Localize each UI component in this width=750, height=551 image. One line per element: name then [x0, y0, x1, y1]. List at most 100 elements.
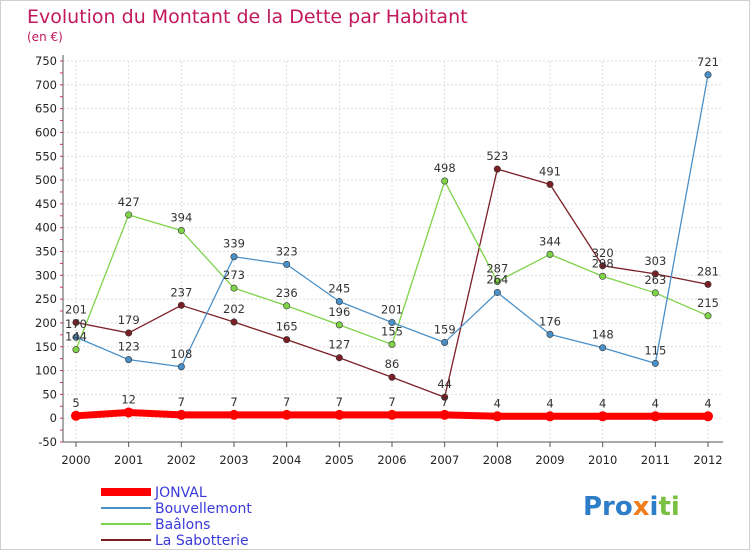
- data-label: 4: [599, 396, 606, 410]
- data-label: 196: [328, 305, 350, 319]
- x-tick-label: 2002: [167, 453, 196, 467]
- x-tick-label: 2007: [430, 453, 459, 467]
- data-point: [335, 354, 343, 362]
- data-point: [651, 289, 659, 297]
- data-label: 264: [486, 272, 508, 286]
- x-tick-label: 2001: [114, 453, 143, 467]
- data-label: 303: [644, 254, 666, 268]
- data-label: 4: [652, 396, 659, 410]
- data-point: [441, 177, 449, 185]
- y-tick-label: 600: [35, 125, 57, 139]
- data-point: [72, 333, 80, 341]
- data-label: 7: [283, 395, 290, 409]
- data-point: [334, 409, 345, 420]
- data-label: 179: [118, 313, 140, 327]
- data-label: 215: [697, 296, 719, 310]
- data-point: [283, 336, 291, 344]
- data-point: [335, 298, 343, 306]
- data-point: [599, 262, 607, 270]
- legend-label: La Sabotterie: [155, 533, 249, 549]
- y-tick-label: 100: [35, 364, 57, 378]
- data-label: 170: [65, 317, 87, 331]
- data-point: [545, 411, 555, 422]
- data-point: [388, 373, 396, 381]
- data-point: [125, 211, 133, 219]
- data-point: [599, 344, 607, 352]
- series-lines: [71, 71, 713, 422]
- data-point: [230, 284, 238, 292]
- data-label: 498: [434, 161, 456, 175]
- data-label: 159: [434, 322, 456, 336]
- data-label: 148: [592, 328, 614, 342]
- data-label: 144: [65, 330, 87, 344]
- data-point: [492, 411, 503, 422]
- data-point: [281, 409, 292, 420]
- data-label: 491: [539, 164, 561, 178]
- data-point: [597, 411, 608, 422]
- data-label: 281: [697, 264, 719, 278]
- data-point: [546, 180, 554, 188]
- data-label: 344: [539, 234, 561, 248]
- y-tick-label: 650: [35, 102, 57, 116]
- data-point: [72, 318, 80, 326]
- data-label: 201: [65, 302, 87, 316]
- data-label: 523: [486, 149, 508, 163]
- data-point: [387, 409, 397, 420]
- data-point: [283, 302, 291, 310]
- data-point: [704, 71, 712, 79]
- y-tick-label: 450: [35, 197, 57, 211]
- data-label: 12: [121, 392, 136, 406]
- x-tick-label: 2010: [588, 453, 617, 467]
- data-label: 237: [170, 285, 192, 299]
- y-tick-label: 0: [50, 411, 57, 425]
- x-tick-label: 2004: [272, 453, 301, 467]
- data-point: [125, 356, 133, 364]
- data-point: [651, 359, 659, 367]
- chart-subtitle: (en €): [27, 30, 63, 44]
- data-point: [546, 330, 554, 338]
- axes: -50 0 50 100 150 200 250 300 350 400 450 500 550 600 6…: [35, 54, 723, 467]
- data-point: [176, 409, 187, 420]
- data-label: 236: [276, 286, 298, 300]
- data-point: [441, 338, 449, 346]
- data-point: [177, 301, 185, 309]
- x-tick-label: 2003: [219, 453, 248, 467]
- data-point: [229, 409, 239, 420]
- y-tick-label: 550: [35, 149, 57, 163]
- data-label: 155: [381, 324, 403, 338]
- data-label: 245: [328, 282, 350, 296]
- x-tick-label: 2011: [641, 453, 670, 467]
- data-label: 7: [336, 395, 343, 409]
- data-label: 176: [539, 314, 561, 328]
- data-label: 339: [223, 237, 245, 251]
- x-tick-label: 2000: [61, 453, 90, 467]
- data-label: 86: [385, 357, 400, 371]
- data-label: 7: [230, 395, 237, 409]
- x-tick-label: 2012: [693, 453, 722, 467]
- data-label: 273: [223, 268, 245, 282]
- data-point: [493, 288, 501, 296]
- data-point: [599, 272, 607, 280]
- data-label: 298: [592, 256, 614, 270]
- y-tick-label: 300: [35, 268, 57, 282]
- data-point: [123, 407, 134, 418]
- data-point: [283, 260, 291, 268]
- x-tick-label: 2008: [483, 453, 512, 467]
- data-point: [177, 363, 185, 371]
- data-label: 127: [328, 338, 350, 352]
- y-tick-label: 350: [35, 245, 57, 259]
- x-tick-label: 2006: [377, 453, 406, 467]
- data-label: 721: [697, 55, 719, 69]
- data-point: [230, 318, 238, 326]
- data-point: [71, 410, 81, 421]
- data-label: 320: [592, 246, 614, 260]
- chart-title: Evolution du Montant de la Dette par Hab…: [27, 6, 468, 28]
- data-point: [177, 227, 185, 235]
- legend-label: Baâlons: [155, 517, 210, 533]
- data-label: 7: [388, 395, 395, 409]
- data-point: [230, 253, 238, 261]
- data-label: 44: [437, 377, 452, 391]
